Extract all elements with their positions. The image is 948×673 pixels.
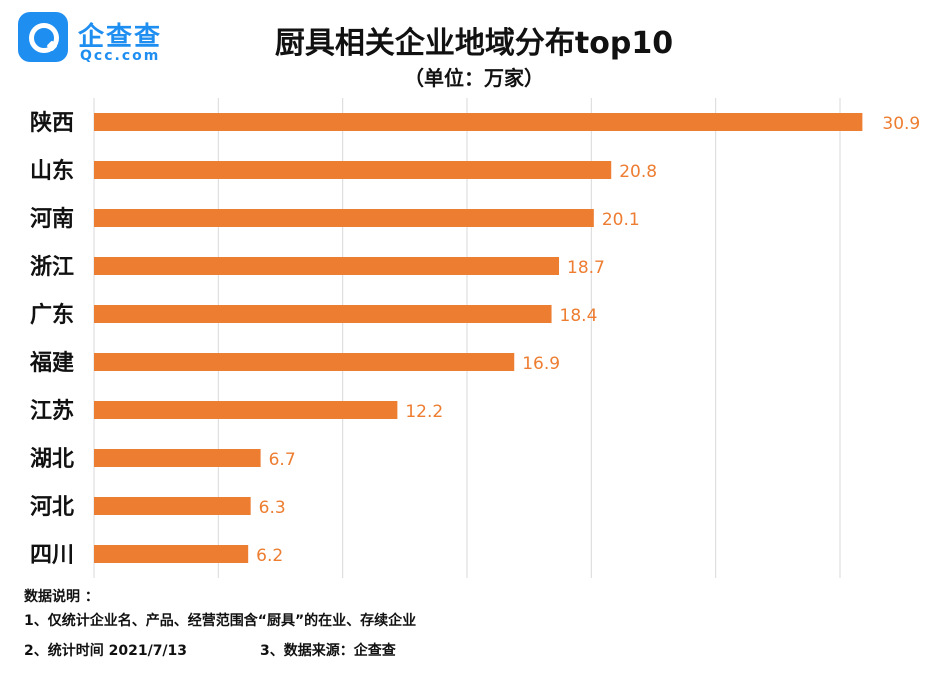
category-label: 河南 bbox=[30, 207, 74, 232]
data-label: 16.9 bbox=[522, 354, 560, 374]
logo-domain: Qcc.com bbox=[80, 48, 161, 64]
bar bbox=[94, 401, 398, 419]
bar bbox=[94, 113, 863, 131]
data-label: 18.7 bbox=[567, 258, 605, 278]
notes-item-3: 3、数据来源：企查查 bbox=[260, 643, 396, 659]
bar bbox=[94, 209, 594, 227]
bar bbox=[94, 353, 515, 371]
data-label: 20.8 bbox=[619, 162, 657, 182]
data-label: 6.2 bbox=[256, 546, 283, 566]
category-label: 河北 bbox=[30, 495, 74, 520]
notes-header: 数据说明 ： bbox=[24, 589, 99, 605]
category-label: 广东 bbox=[30, 302, 74, 328]
bar bbox=[94, 305, 552, 323]
data-label: 12.2 bbox=[405, 402, 443, 422]
notes-item-2: 2、统计时间 2021/7/13 bbox=[24, 643, 188, 659]
category-label: 四川 bbox=[30, 543, 74, 568]
data-label: 20.1 bbox=[602, 210, 640, 230]
chart-subtitle: （单位：万家） bbox=[404, 66, 544, 90]
bar bbox=[94, 545, 249, 563]
data-label: 30.9 bbox=[882, 114, 920, 134]
logo-name: 企查查 bbox=[78, 22, 163, 52]
data-label: 6.3 bbox=[259, 498, 286, 518]
search-icon bbox=[18, 12, 68, 62]
category-label: 江苏 bbox=[30, 398, 74, 424]
category-label: 山东 bbox=[30, 158, 74, 184]
bar-chart: 陕西 30.9 山东 20.8 河南 20.1 浙江 18.7 广东 18.4 福建 16.9 江苏 12… bbox=[29, 98, 920, 578]
category-label: 湖北 bbox=[30, 447, 74, 472]
notes-item-1: 1、仅统计企业名、产品、经营范围含“厨具”的在业、存续企业 bbox=[24, 613, 417, 629]
data-label: 18.4 bbox=[560, 306, 598, 326]
category-label: 福建 bbox=[29, 351, 74, 376]
data-label: 6.7 bbox=[269, 450, 296, 470]
bar bbox=[94, 449, 261, 467]
category-label: 陕西 bbox=[30, 111, 74, 136]
chart-title: 厨具相关企业地域分布top10 bbox=[274, 26, 674, 61]
qcc-logo: 企查查 Qcc.com bbox=[18, 12, 188, 68]
bar bbox=[94, 257, 560, 275]
bar bbox=[94, 161, 612, 179]
bar bbox=[94, 497, 251, 515]
category-label: 浙江 bbox=[30, 255, 74, 280]
